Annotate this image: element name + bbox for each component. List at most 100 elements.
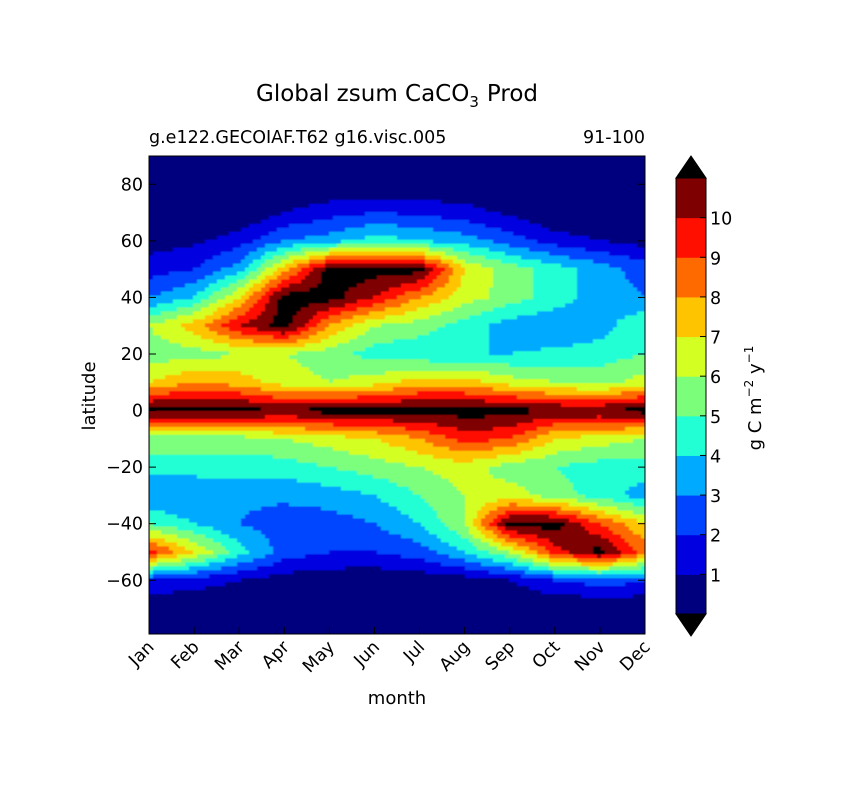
heatmap-cell (149, 291, 162, 297)
heatmap-cell (629, 255, 645, 261)
heatmap-cell (277, 303, 310, 308)
heatmap-cell (277, 267, 290, 273)
heatmap-cell (293, 243, 338, 249)
heatmap-cell (337, 510, 402, 516)
heatmap-cell (457, 426, 494, 432)
heatmap-cell (253, 339, 298, 344)
heatmap-cell (541, 494, 586, 500)
heatmap-cell (357, 299, 386, 304)
heatmap-cell (149, 438, 294, 444)
heatmap-cell (493, 426, 538, 432)
heatmap-cell (525, 430, 550, 436)
heatmap-cell (549, 550, 570, 555)
heatmap-cell (261, 311, 278, 316)
heatmap-cell (289, 223, 366, 229)
heatmap-cell (149, 271, 170, 277)
heatmap-cell (249, 251, 266, 257)
heatmap-cell (269, 279, 282, 285)
heatmap-cell (465, 271, 494, 277)
x-tick-label: Apr (258, 637, 294, 673)
y-tick-label: 60 (121, 232, 143, 252)
heatmap-cell (289, 283, 318, 289)
heatmap-cell (489, 371, 645, 376)
heatmap-cell (205, 315, 222, 320)
heatmap-cell (505, 510, 558, 516)
heatmap-cell (273, 263, 286, 269)
heatmap-cell (217, 307, 234, 312)
heatmap-cell (617, 359, 645, 364)
heatmap-cell (405, 311, 442, 316)
heatmap-cell (149, 558, 158, 563)
heatmap-cell (169, 339, 214, 344)
heatmap-cell (229, 550, 250, 555)
x-tick-label: May (299, 637, 339, 677)
heatmap-cell (397, 223, 486, 229)
heatmap-cell (321, 279, 366, 285)
heatmap-cell (417, 335, 490, 340)
heatmap-cell (149, 574, 154, 579)
heatmap-cell (165, 319, 194, 324)
heatmap-cell (481, 522, 490, 528)
heatmap-cell (193, 311, 214, 316)
heatmap-cell (389, 442, 434, 448)
heatmap-cell (149, 414, 266, 420)
heatmap-cell (245, 299, 258, 304)
colorbar-swatch (676, 336, 706, 377)
heatmap-cell (149, 347, 202, 352)
heatmap-cell (633, 530, 645, 536)
heatmap-cell (525, 235, 590, 241)
heatmap-cell (273, 430, 378, 436)
heatmap-cell (593, 339, 645, 344)
colorbar-tick-label: 7 (710, 329, 721, 349)
heatmap-cell (241, 323, 270, 328)
heatmap-cell (265, 291, 274, 297)
heatmap-cell (581, 562, 614, 567)
heatmap-cell (589, 566, 610, 571)
heatmap-cell (193, 243, 242, 249)
heatmap-cell (277, 307, 302, 312)
heatmap-cell (281, 287, 310, 293)
heatmap-cell (633, 502, 645, 508)
heatmap-cell (509, 514, 550, 520)
heatmap-cell (625, 275, 645, 281)
heatmap-cell (393, 418, 534, 424)
heatmap-cell (213, 255, 246, 261)
heatmap-cell (613, 327, 645, 332)
heatmap-cell (173, 247, 234, 253)
heatmap-cell (329, 315, 354, 320)
heatmap-cell (461, 275, 494, 281)
heatmap-cell (149, 542, 158, 547)
heatmap-cell (341, 311, 370, 316)
heatmap-cell (249, 550, 274, 555)
heatmap-cell (149, 546, 170, 551)
heatmap-cell (297, 311, 318, 316)
heatmap-cell (309, 319, 322, 324)
heatmap-cell (149, 594, 582, 599)
heatmap-cell (149, 562, 158, 567)
heatmap-cell (149, 179, 645, 185)
heatmap-cell (149, 578, 242, 583)
heatmap-cell (213, 311, 230, 316)
heatmap-cell (345, 434, 410, 440)
heatmap-cell (149, 167, 645, 173)
heatmap-cell (461, 490, 530, 496)
heatmap-cell (433, 506, 466, 512)
heatmap-cell (289, 335, 310, 340)
heatmap-cell (229, 335, 274, 340)
heatmap-cell (305, 235, 366, 241)
heatmap-cell (385, 307, 418, 312)
heatmap-cell (149, 367, 310, 372)
heatmap-cell (533, 275, 578, 281)
heatmap-cell (345, 566, 382, 571)
heatmap-cell (489, 295, 534, 300)
heatmap-cell (493, 558, 518, 563)
heatmap-cell (641, 291, 645, 297)
heatmap-cell (489, 351, 514, 356)
heatmap-cell (501, 530, 518, 536)
heatmap-cell (489, 343, 574, 348)
heatmap-cell (429, 502, 466, 508)
heatmap-field (149, 156, 645, 634)
colorbar-tick-label: 5 (710, 408, 721, 428)
heatmap-cell (165, 375, 254, 380)
